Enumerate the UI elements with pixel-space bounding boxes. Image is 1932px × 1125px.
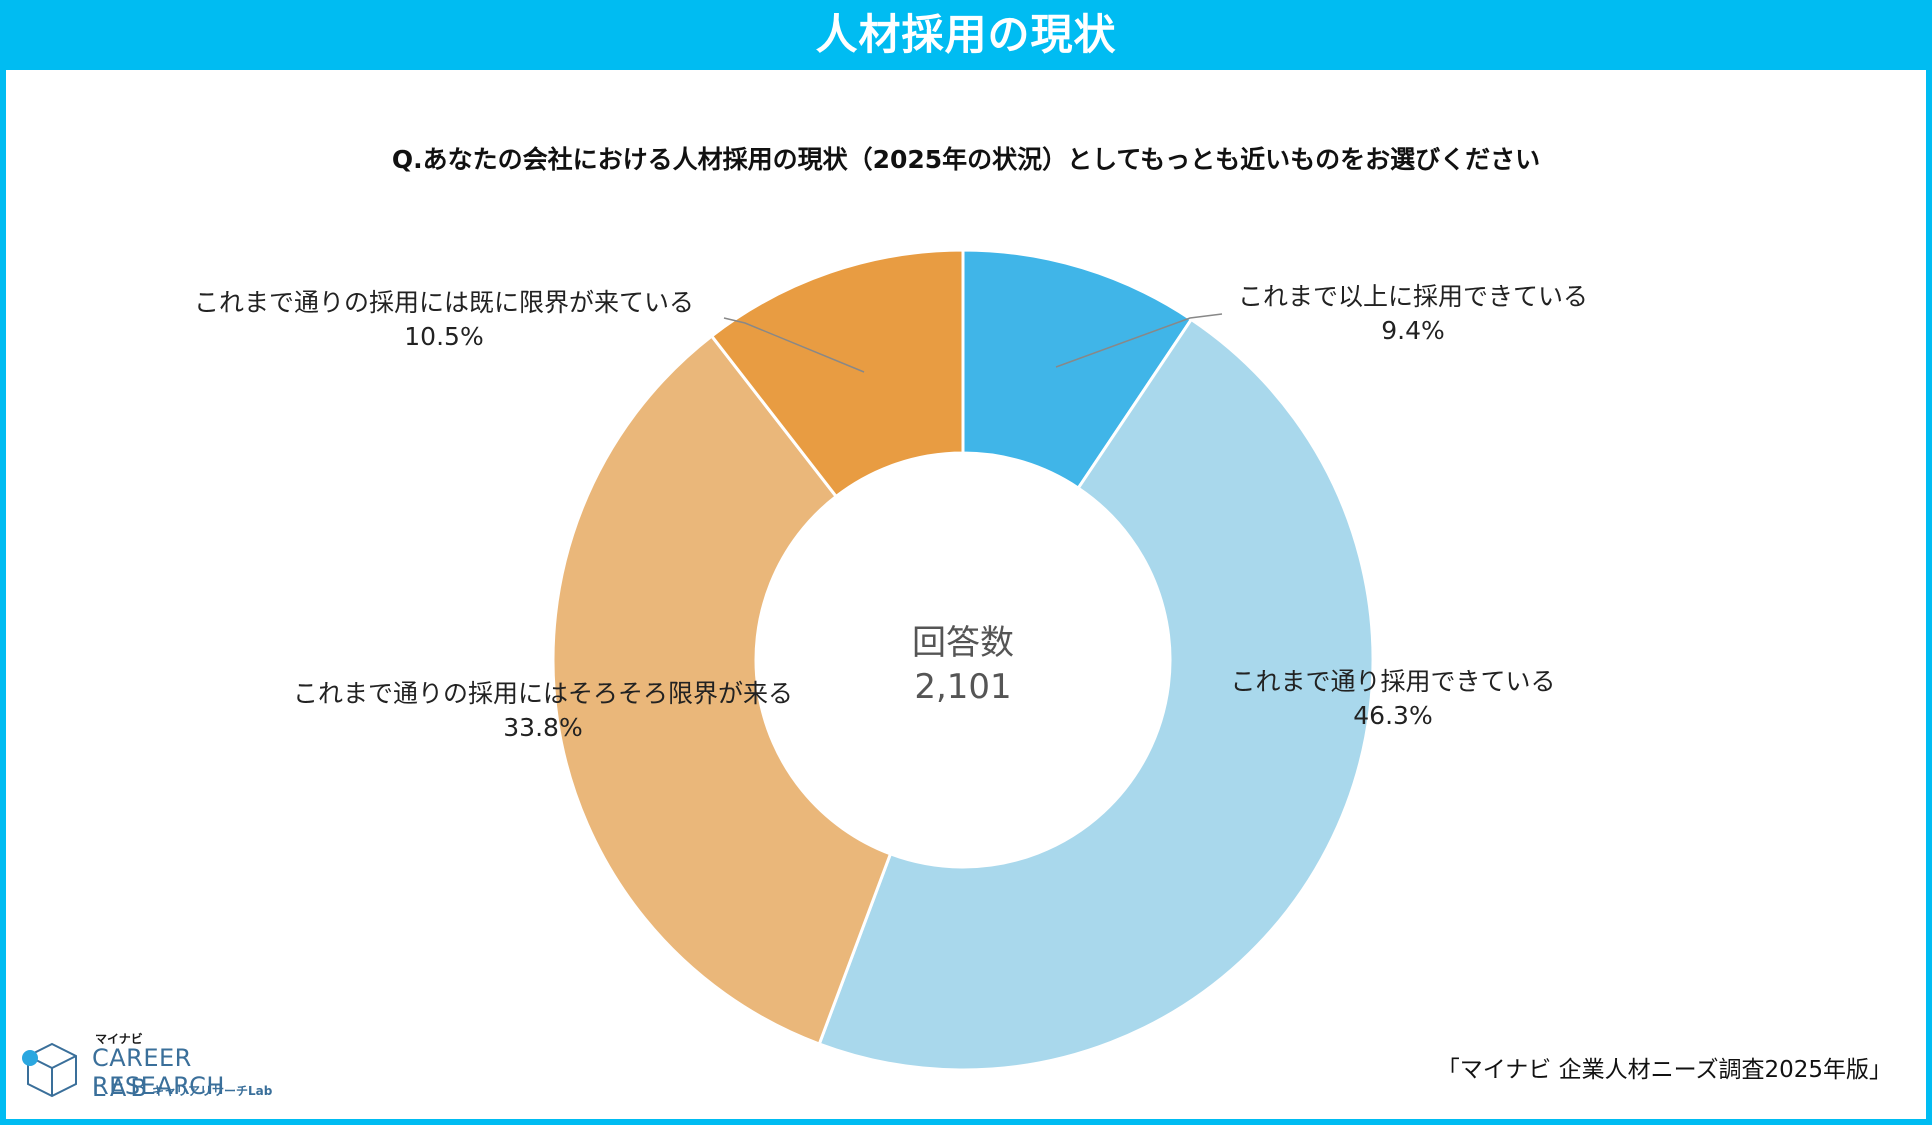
slice-label-4-name: これまで通りの採用には既に限界が来ている bbox=[194, 288, 694, 317]
slice-label-1-name: これまで以上に採用できている bbox=[1238, 282, 1588, 311]
leader-line-slice-4 bbox=[723, 317, 865, 373]
donut-slice-2 bbox=[817, 317, 1375, 1072]
slice-labels: これまで以上に採用できている 9.4% これまで通り採用できている 46.3% … bbox=[194, 282, 1588, 742]
center-value: 2,101 bbox=[914, 667, 1011, 707]
logo-cube-icon bbox=[22, 1042, 77, 1098]
center-label: 回答数 bbox=[912, 623, 1014, 663]
question-text: Q.あなたの会社における人材採用の現状（2025年の状況）としてもっとも近いもの… bbox=[391, 145, 1541, 174]
slice-label-3-value: 33.8% bbox=[503, 713, 582, 742]
donut-slice-3 bbox=[551, 333, 893, 1046]
slice-label-2-name: これまで通り採用できている bbox=[1230, 667, 1555, 696]
donut-slices bbox=[551, 248, 1375, 1072]
logo-lab: LAB bbox=[92, 1074, 151, 1102]
source-citation: 「マイナビ 企業人材ニーズ調査2025年版」 bbox=[1436, 1057, 1892, 1083]
logo-brand: マイナビ bbox=[95, 1032, 143, 1046]
logo-subtitle: キャリアリサーチLab bbox=[152, 1084, 273, 1098]
slice-label-3-name: これまで通りの採用にはそろそろ限界が来る bbox=[293, 679, 793, 708]
donut-slice-4 bbox=[709, 248, 965, 499]
slice-label-4-value: 10.5% bbox=[404, 322, 483, 351]
page-title: 人材採用の現状 bbox=[0, 0, 1932, 70]
slice-label-2-value: 46.3% bbox=[1353, 701, 1432, 730]
leader-line-slice-1 bbox=[1055, 313, 1223, 368]
slice-label-1-value: 9.4% bbox=[1381, 316, 1445, 345]
logo: マイナビ CAREER RESEARCH LAB キャリアリサーチLab bbox=[20, 1030, 320, 1110]
logo-career-research: CAREER RESEARCH bbox=[92, 1044, 225, 1100]
leader-lines bbox=[723, 313, 1223, 373]
